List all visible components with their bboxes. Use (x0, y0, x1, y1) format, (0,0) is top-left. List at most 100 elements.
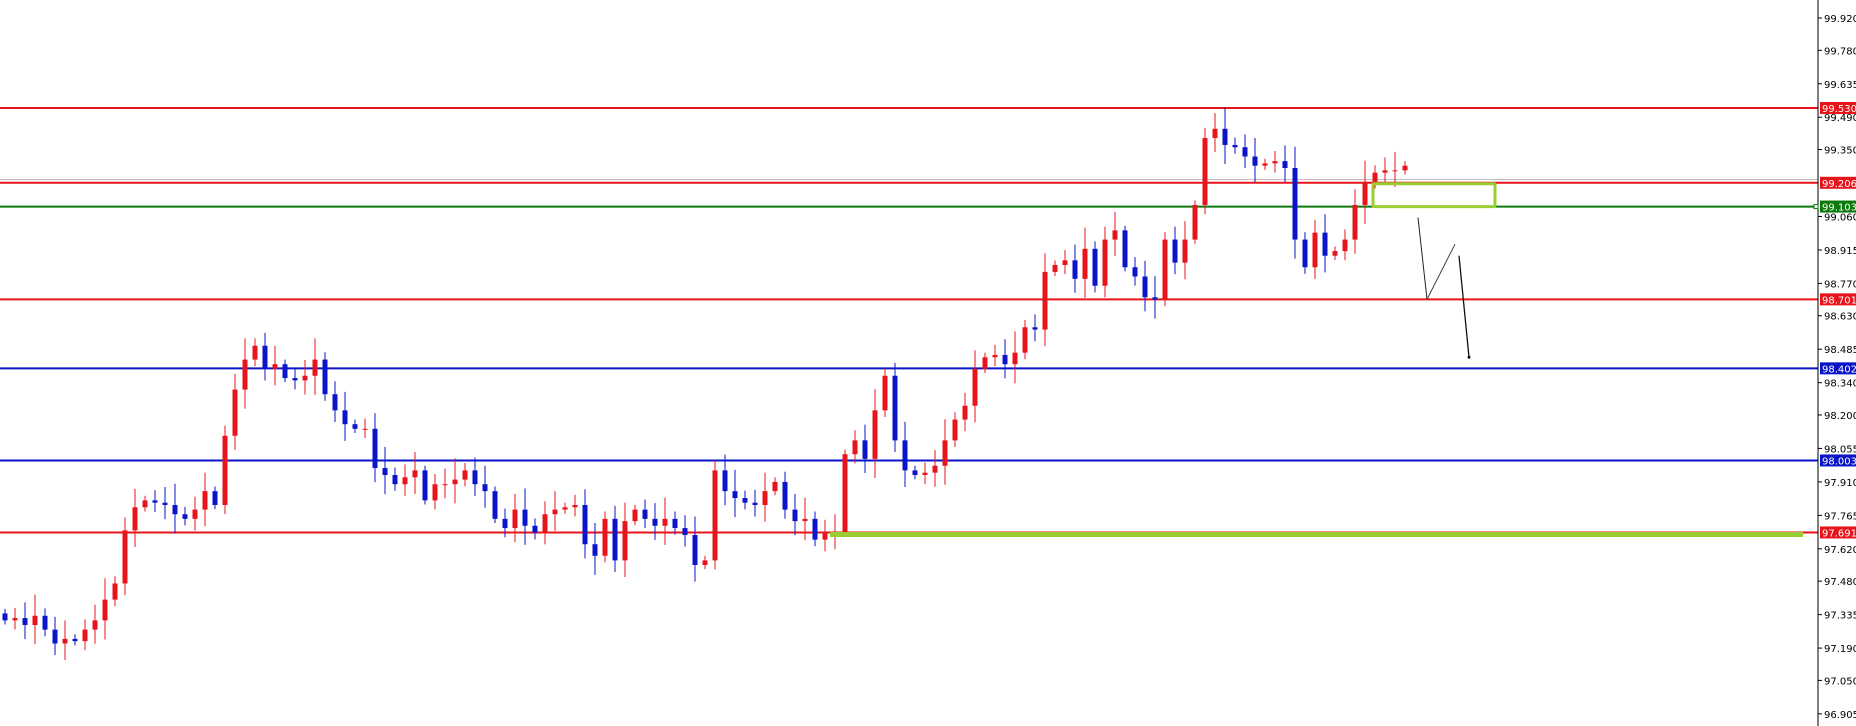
candle-body (682, 528, 688, 535)
candle-body (372, 428, 378, 469)
candle-body (882, 375, 888, 411)
candle (672, 511, 678, 535)
candle-body (1352, 204, 1358, 240)
candle (192, 496, 198, 531)
candle (132, 488, 138, 547)
candle (562, 502, 568, 514)
candle (1102, 226, 1108, 298)
candle (572, 494, 578, 517)
tick-label: 97.050 (1824, 676, 1856, 687)
candle-body (452, 479, 458, 485)
candle-body (392, 474, 398, 485)
candle (792, 493, 798, 536)
candle-body (972, 368, 978, 406)
candle (812, 511, 818, 547)
candle-body (232, 389, 238, 436)
candle (942, 419, 948, 485)
projection-line-2 (1426, 243, 1456, 300)
candle-body (952, 419, 958, 441)
candle-body (412, 470, 418, 478)
drawn-objects (830, 182, 1803, 537)
candle (742, 490, 748, 510)
candle-body (212, 491, 218, 505)
candle (92, 604, 98, 644)
candle (222, 425, 228, 515)
candle-body (722, 470, 728, 492)
candle-body (702, 560, 708, 565)
candle (582, 489, 588, 559)
candle (522, 488, 528, 545)
candle-body (1322, 232, 1328, 256)
price-label-bg (1820, 454, 1856, 467)
candle-body (1202, 138, 1208, 205)
candle-body (1032, 327, 1038, 330)
candle-body (1272, 161, 1278, 164)
candle (112, 576, 118, 607)
candle (12, 607, 18, 630)
candle (372, 413, 378, 483)
candle-body (332, 394, 338, 411)
price-label: 98.402 (1822, 364, 1856, 375)
candle-body (322, 359, 328, 395)
candle-body (1072, 260, 1078, 279)
candle (452, 458, 458, 504)
candle (262, 332, 268, 381)
candle-body (962, 405, 968, 420)
candle-body (712, 470, 718, 561)
candle-body (442, 484, 448, 486)
candle-body (472, 470, 478, 485)
candle-body (732, 491, 738, 499)
candle (442, 468, 448, 499)
price-label-bg (1820, 102, 1856, 115)
candle (902, 421, 908, 487)
price-label: 97.691 (1822, 528, 1856, 539)
candle-body (422, 470, 428, 501)
candle (1242, 134, 1248, 169)
candle (1112, 211, 1118, 257)
candle (62, 620, 68, 661)
candle (1092, 241, 1098, 293)
candle (1322, 214, 1328, 273)
candle-body (1002, 354, 1008, 365)
candle-body (382, 468, 388, 475)
candle (712, 460, 718, 570)
candle-body (202, 491, 208, 510)
candle-body (252, 345, 258, 360)
candle (782, 471, 788, 519)
candle-body (532, 525, 538, 533)
candle (922, 462, 928, 485)
candle-body (242, 359, 248, 390)
candle-body (992, 354, 998, 358)
candle-body (262, 345, 268, 369)
candle (882, 368, 888, 418)
candle (72, 634, 78, 646)
candle (622, 502, 628, 577)
candle-body (522, 509, 528, 526)
candle-body (892, 375, 898, 441)
candle (52, 616, 58, 656)
candle (702, 555, 708, 570)
tick-label: 98.630 (1824, 312, 1856, 323)
tick-label: 97.620 (1824, 545, 1856, 556)
candle-body (1082, 248, 1088, 279)
candle (1282, 145, 1288, 183)
candle (1072, 244, 1078, 293)
candle-body (1192, 204, 1198, 240)
candle-body (152, 500, 158, 503)
candle (1232, 137, 1238, 154)
candle (142, 495, 148, 512)
tick-label: 99.780 (1824, 46, 1856, 57)
candle-body (182, 514, 188, 519)
candle (1302, 232, 1308, 274)
candle-body (1012, 352, 1018, 365)
candle-body (592, 544, 598, 556)
candle-body (612, 518, 618, 561)
candle (1192, 200, 1198, 244)
candle (872, 389, 878, 478)
candle-body (1022, 327, 1028, 353)
candle (1022, 319, 1028, 360)
candle-body (582, 504, 588, 545)
candles (2, 107, 1408, 661)
candle (422, 465, 428, 505)
price-labels: 99.530 99.206 99.103 98.701 98.402 98.003 97.6… (1813, 102, 1856, 539)
